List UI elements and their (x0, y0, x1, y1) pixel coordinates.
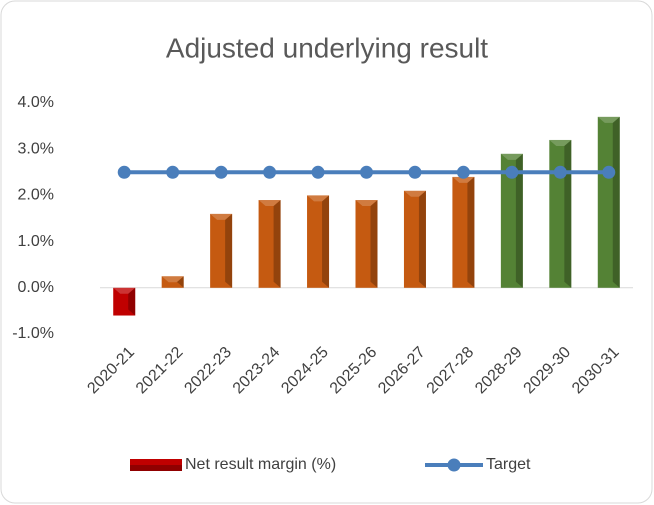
bar (210, 213, 233, 288)
bar-top (161, 276, 184, 283)
bar-shade (128, 287, 136, 316)
legend-marker (447, 458, 461, 472)
bar (355, 200, 378, 288)
bar (307, 195, 330, 288)
bar-top (307, 195, 330, 202)
bar-top (403, 190, 426, 197)
bar-top (210, 213, 233, 220)
legend-label: Net result margin (%) (185, 456, 336, 473)
bar-shade (225, 213, 233, 288)
bar-top (597, 116, 620, 123)
y-tick-label: 4.0% (18, 94, 54, 111)
bar (161, 276, 184, 288)
bar-shade (612, 116, 620, 288)
legend-swatch-shade (130, 465, 182, 471)
bar-shade (273, 200, 281, 288)
bar (113, 287, 136, 316)
line-marker (505, 165, 519, 179)
bar-top (355, 200, 378, 207)
bar (258, 200, 281, 288)
y-tick-label: -1.0% (12, 325, 54, 342)
bar (452, 176, 475, 288)
bar-top (500, 153, 523, 160)
line-marker (360, 165, 373, 179)
bar-top (452, 176, 475, 183)
bar (597, 116, 620, 288)
legend-label: Target (486, 456, 531, 473)
bar-shade (418, 190, 426, 288)
line-marker (263, 165, 277, 179)
bar-shade (176, 276, 184, 288)
line-marker (553, 165, 567, 179)
y-tick-label: 3.0% (18, 140, 54, 157)
line-marker (214, 165, 228, 179)
y-tick-label: 1.0% (18, 233, 54, 250)
legend-swatch (130, 459, 182, 471)
bar-top (258, 200, 281, 207)
line-marker (311, 165, 325, 179)
bar (549, 139, 572, 288)
y-tick-label: 0.0% (18, 279, 54, 296)
line-marker (166, 165, 180, 179)
bar-shade (370, 200, 378, 288)
bar-top (549, 139, 572, 146)
y-tick-label: 2.0% (18, 187, 54, 204)
bar-shade (322, 195, 330, 288)
line-marker (117, 165, 131, 179)
line-marker (408, 165, 422, 179)
chart-title: Adjusted underlying result (166, 32, 488, 63)
bar-shade (467, 176, 475, 288)
line-marker (602, 165, 616, 179)
bar (403, 190, 426, 288)
bar (500, 153, 523, 288)
bar-top (113, 287, 136, 294)
line-marker (456, 165, 470, 179)
bar-shade (515, 153, 523, 288)
bar-shade (564, 139, 572, 288)
